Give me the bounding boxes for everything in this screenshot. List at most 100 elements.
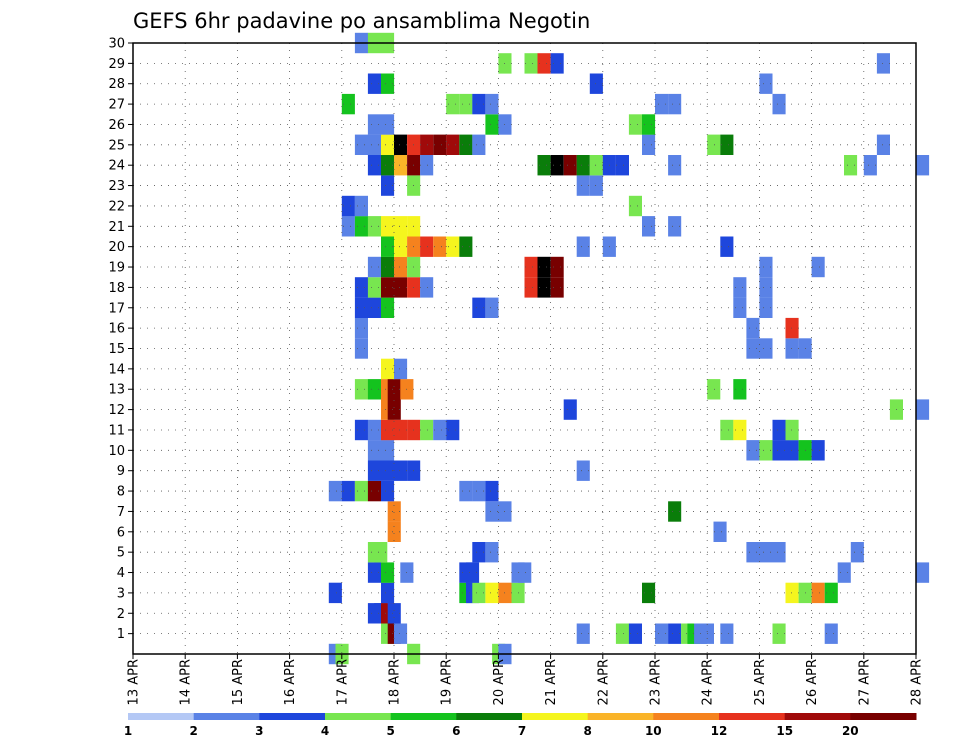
cell-member-20: [381, 236, 395, 257]
cell-member-5: [374, 542, 388, 563]
cell-member-10: [746, 440, 760, 461]
y-tick-label: 17: [108, 301, 125, 316]
y-tick-label: 8: [117, 485, 125, 500]
y-axis: 1234567891011121314151617181920212223242…: [108, 37, 133, 642]
cell-member-24: [550, 155, 564, 176]
cell-member-11: [420, 419, 434, 441]
cell-member-7: [387, 501, 401, 522]
cell-member-24: [576, 155, 590, 176]
cell-member-13: [707, 379, 721, 400]
cell-member-24: [916, 155, 930, 176]
grid-lines: [133, 43, 916, 654]
cell-member-18: [550, 277, 564, 298]
cell-member-3: [328, 582, 342, 604]
cell-member-21: [642, 216, 656, 237]
cell-member-1: [772, 623, 786, 644]
y-tick-label: 29: [108, 57, 125, 72]
x-tick-label: 25 APR: [753, 659, 768, 705]
cell-member-26: [628, 114, 642, 135]
cell-member-20: [420, 236, 434, 257]
cell-member-27: [772, 93, 786, 115]
y-tick-label: 12: [108, 403, 125, 418]
cell-member-4: [518, 562, 532, 583]
cell-member-20: [720, 236, 734, 257]
cell-member-21: [354, 216, 368, 237]
cell-member-25: [642, 134, 656, 155]
colorbar-label: 5: [387, 724, 395, 738]
cell-member-1: [628, 623, 642, 644]
colorbar-swatch: [587, 713, 654, 720]
cell-member-3: [485, 582, 499, 604]
cell-member-15: [759, 338, 773, 359]
cell-member-28: [367, 73, 381, 94]
cell-member-21: [394, 216, 408, 237]
cell-member-11: [446, 419, 460, 441]
cell-member-21: [341, 216, 355, 237]
cell-member-25: [381, 134, 395, 155]
cell-member-1: [576, 623, 590, 644]
cell-member-18: [394, 277, 408, 298]
cell-member-17: [472, 297, 486, 318]
cell-member-25: [420, 134, 434, 155]
cell-member-29: [550, 53, 564, 74]
y-tick-label: 9: [117, 464, 125, 479]
cell-member-9: [576, 460, 590, 481]
cell-member-8: [381, 480, 395, 502]
cell-member-10: [381, 440, 395, 461]
cell-member-24: [537, 155, 551, 176]
cell-member-5: [485, 542, 499, 563]
colorbar-swatch: [390, 713, 457, 720]
cell-member-24: [394, 155, 408, 176]
y-tick-label: 14: [108, 362, 125, 377]
cell-member-21: [367, 216, 381, 237]
colorbar-label: 7: [518, 724, 526, 738]
cell-member-27: [459, 93, 473, 115]
cell-member-20: [459, 236, 473, 257]
cell-member-19: [537, 256, 551, 278]
cell-member-9: [367, 460, 381, 481]
cell-member-23: [381, 175, 395, 196]
cell-member-6: [713, 521, 727, 542]
cell-member-13: [733, 379, 747, 400]
cell-member-19: [759, 256, 773, 278]
cell-member-19: [367, 256, 381, 278]
cell-member-24: [668, 155, 682, 176]
x-axis: 13 APR 14 APR 15 APR 16 APR 17 APR 18 APR 19 A…: [127, 654, 925, 705]
y-tick-label: 28: [108, 77, 125, 92]
y-tick-label: 1: [117, 627, 125, 642]
cell-member-25: [433, 134, 447, 155]
cell-member-29: [876, 53, 890, 74]
cell-member-5: [759, 542, 773, 563]
cell-member-13: [367, 379, 381, 400]
cell-member-10: [811, 440, 825, 461]
cell-member-15: [354, 338, 368, 359]
cell-member-16: [354, 317, 368, 339]
cell-member-25: [394, 134, 408, 155]
colorbar-swatch: [325, 713, 392, 720]
cell-member-5: [850, 542, 864, 563]
cell-member-25: [472, 134, 486, 155]
cell-member-15: [746, 338, 760, 359]
cell-member-11: [381, 419, 395, 441]
cell-member-19: [550, 256, 564, 278]
cell-member-17: [381, 297, 395, 318]
cell-member-4: [381, 562, 395, 583]
cell-member-8: [341, 480, 355, 502]
cell-member-25: [354, 134, 368, 155]
cell-member-28: [589, 73, 603, 94]
cell-member-27: [485, 93, 499, 115]
cell-member-1: [668, 623, 682, 644]
cell-member-5: [472, 542, 486, 563]
cell-member-26: [381, 114, 395, 135]
precipitation-cells: [328, 32, 930, 665]
cell-member-16: [746, 317, 760, 339]
cell-member-18: [354, 277, 368, 298]
colorbar-label: 10: [645, 724, 662, 738]
cell-member-24: [563, 155, 577, 176]
cell-member-17: [367, 297, 381, 318]
cell-member-29: [537, 53, 551, 74]
cell-member-21: [381, 216, 395, 237]
x-tick-label: 18 APR: [388, 659, 403, 705]
cell-member-14: [394, 358, 408, 380]
